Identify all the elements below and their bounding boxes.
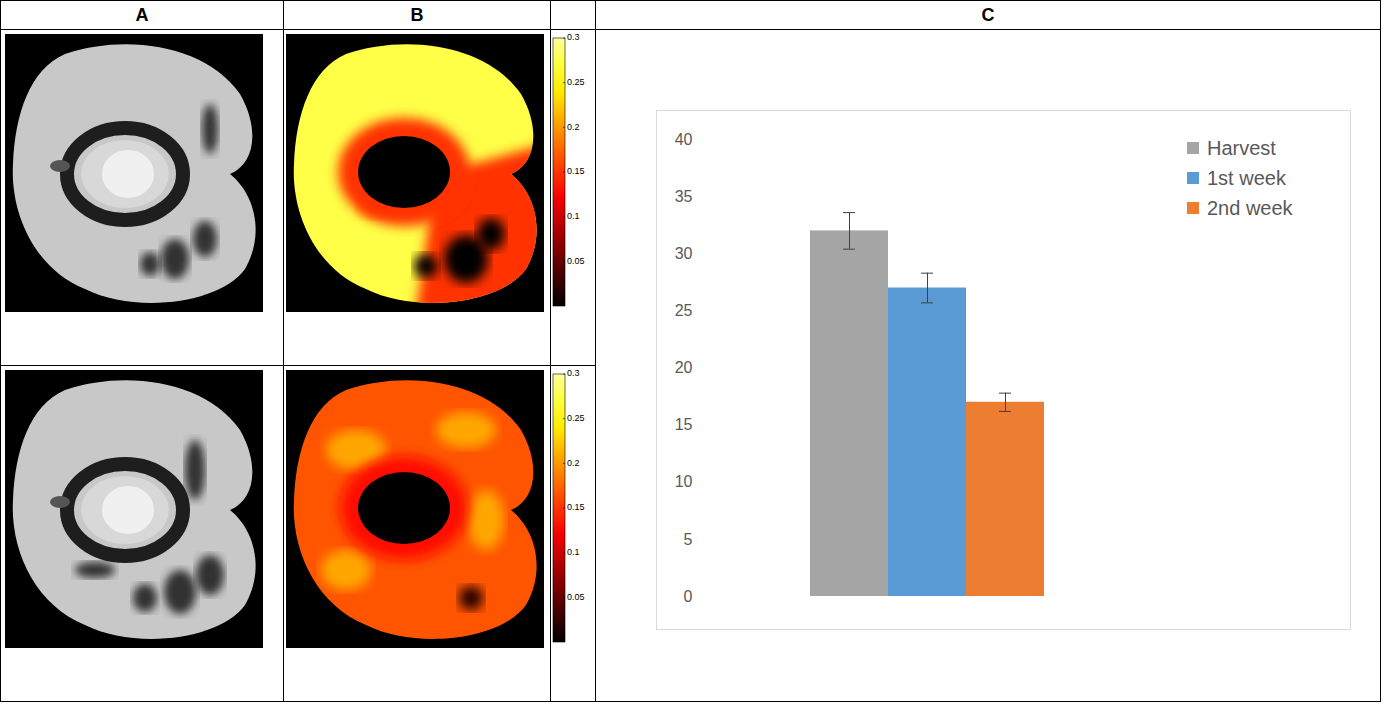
svg-text:40: 40 — [675, 131, 693, 148]
svg-text:0.1: 0.1 — [567, 547, 580, 557]
svg-text:35: 35 — [675, 188, 693, 205]
svg-text:0.2: 0.2 — [567, 122, 580, 132]
svg-text:0.3: 0.3 — [567, 368, 580, 378]
svg-text:0.05: 0.05 — [567, 256, 585, 266]
svg-text:0.25: 0.25 — [567, 77, 585, 87]
html-text:B: B — [410, 4, 424, 25]
html-text:2nd week: 2nd week — [1207, 196, 1293, 219]
svg-text:0.1: 0.1 — [567, 211, 580, 221]
svg-text:0.15: 0.15 — [567, 502, 585, 512]
svg-text:10: 10 — [675, 473, 693, 490]
svg-text:5: 5 — [684, 530, 693, 547]
svg-text:0.25: 0.25 — [567, 413, 585, 423]
html-text:A: A — [135, 4, 149, 25]
svg-text:0.15: 0.15 — [567, 166, 585, 176]
svg-text:15: 15 — [675, 416, 693, 433]
svg-text:25: 25 — [675, 302, 693, 319]
html-text:C: C — [981, 4, 995, 25]
html-text:1st week: 1st week — [1207, 166, 1286, 189]
svg-text:0: 0 — [684, 588, 693, 605]
svg-text:20: 20 — [675, 359, 693, 376]
svg-text:0.2: 0.2 — [567, 458, 580, 468]
svg-text:0.3: 0.3 — [567, 32, 580, 42]
svg-text:0.05: 0.05 — [567, 592, 585, 602]
svg-text:30: 30 — [675, 245, 693, 262]
html-text:Harvest: Harvest — [1207, 136, 1276, 159]
